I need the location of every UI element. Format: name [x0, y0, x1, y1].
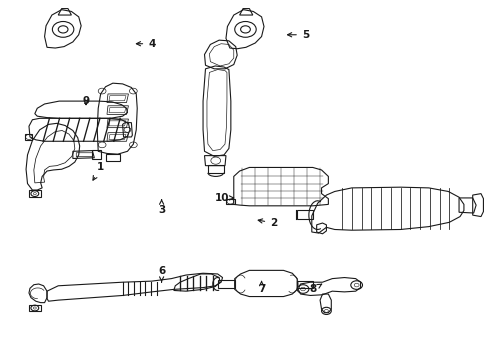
Text: 5: 5 [287, 30, 308, 40]
Text: 8: 8 [308, 284, 321, 294]
Text: 1: 1 [93, 162, 104, 180]
Text: 4: 4 [136, 39, 155, 49]
Text: 6: 6 [158, 266, 165, 282]
Text: 7: 7 [257, 281, 264, 294]
Text: 2: 2 [258, 218, 277, 228]
Text: 3: 3 [158, 200, 165, 216]
Text: 10: 10 [215, 193, 233, 203]
Text: 9: 9 [82, 96, 89, 106]
